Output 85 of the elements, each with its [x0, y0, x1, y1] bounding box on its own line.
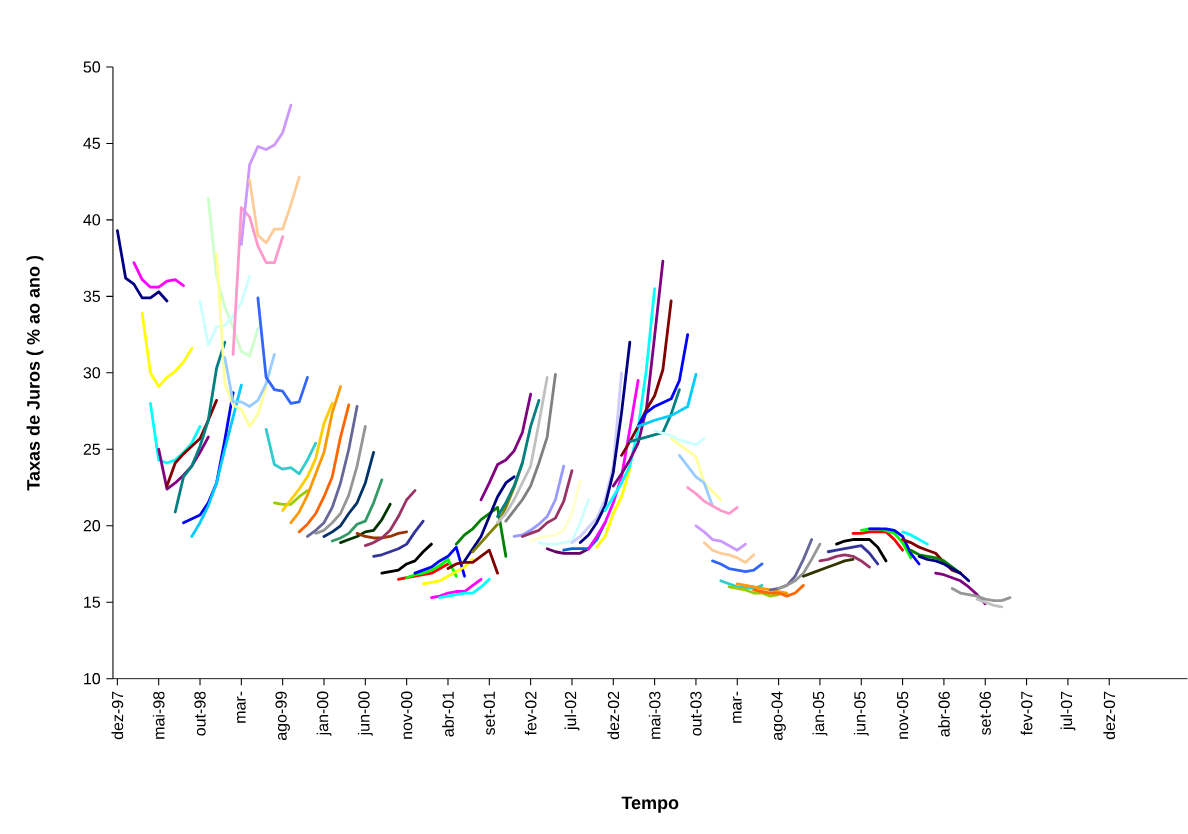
line-series: [611, 259, 665, 488]
x-tick-label: fev-07: [1020, 691, 1033, 736]
line-series: [496, 376, 549, 525]
y-tick-label: 20: [83, 520, 101, 532]
x-tick-label: nov-00: [401, 691, 413, 739]
x-axis-title: Tempo: [621, 796, 679, 813]
x-tick-label: set-06: [979, 691, 991, 736]
line-series: [686, 486, 739, 516]
x-tick-label: out-03: [690, 691, 702, 736]
line-series: [140, 311, 194, 389]
line-series: [421, 558, 475, 586]
line-series: [636, 373, 698, 428]
line-series: [115, 229, 169, 303]
x-tick-label: abr-06: [938, 691, 950, 737]
line-series: [215, 252, 268, 428]
line-series: [479, 393, 533, 502]
x-tick-label: fev-02: [524, 691, 537, 736]
x-tick-label: jan-00: [316, 691, 332, 736]
line-series: [413, 545, 466, 578]
x-tick-label: jul-07: [1060, 691, 1076, 731]
line-series: [702, 541, 756, 565]
line-series: [405, 558, 458, 580]
line-series: [520, 469, 574, 539]
line-series: [339, 503, 392, 545]
x-tick-label: nov-05: [896, 691, 909, 739]
x-tick-label: jul-02: [564, 691, 580, 731]
x-tick-label: mar-: [236, 691, 246, 723]
line-series: [248, 175, 301, 245]
x-tick-label: ago-99: [275, 691, 290, 741]
x-tick-label: mar-: [732, 691, 742, 723]
x-tick-label: out-98: [194, 691, 206, 736]
line-series: [306, 405, 359, 539]
line-series: [496, 399, 541, 519]
x-tick-label: abr-01: [442, 691, 454, 737]
line-series: [653, 429, 706, 447]
x-tick-label: ago-04: [771, 691, 786, 741]
x-tick-label: dez-02: [607, 691, 620, 740]
line-series: [322, 451, 375, 539]
line-series: [438, 578, 491, 600]
line-series: [363, 489, 417, 548]
x-tick-label: mai-03: [648, 691, 661, 739]
line-series: [314, 425, 367, 535]
x-tick-label: jan-05: [812, 691, 828, 736]
line-series: [297, 403, 351, 534]
line-series: [537, 498, 590, 546]
line-series: [330, 478, 384, 543]
line-series: [239, 103, 293, 246]
line-series: [231, 206, 285, 357]
line-series: [463, 475, 516, 563]
line-series: [132, 261, 185, 289]
y-axis-title: Taxas de Juros ( % ao ano ): [26, 256, 44, 491]
x-tick-label: mai-98: [152, 691, 165, 739]
line-series: [380, 542, 433, 575]
y-tick-label: 30: [83, 367, 101, 379]
line-series: [595, 467, 632, 549]
y-tick-label: 15: [84, 596, 101, 608]
x-tick-label: dez-97: [111, 691, 124, 740]
line-series: [669, 437, 723, 502]
y-tick-label: 50: [83, 61, 101, 73]
line-series: [950, 587, 1012, 603]
line-series: [628, 388, 681, 444]
x-tick-label: dez-07: [1103, 691, 1116, 740]
line-series: [173, 341, 227, 514]
line-series: [281, 402, 334, 513]
x-tick-label: jun-00: [357, 691, 373, 736]
line-series: [777, 542, 822, 591]
line-series: [223, 353, 276, 409]
y-tick-label: 10: [84, 673, 101, 685]
line-series: [264, 428, 318, 476]
y-tick-label: 25: [83, 443, 101, 456]
y-tick-label: 35: [83, 290, 101, 303]
y-tick-label: 45: [83, 138, 101, 150]
x-tick-label: jun-05: [853, 691, 869, 736]
line-series: [512, 464, 566, 539]
y-tick-label: 40: [83, 214, 101, 226]
line-series: [818, 553, 871, 569]
x-tick-label: set-01: [483, 691, 495, 736]
line-series: [198, 275, 252, 347]
line-series: [190, 383, 243, 539]
line-series: [430, 578, 483, 600]
line-series: [636, 333, 690, 428]
line-series: [578, 341, 632, 545]
line-series: [752, 584, 805, 598]
line-series: [256, 296, 309, 405]
line-series: [529, 480, 582, 543]
